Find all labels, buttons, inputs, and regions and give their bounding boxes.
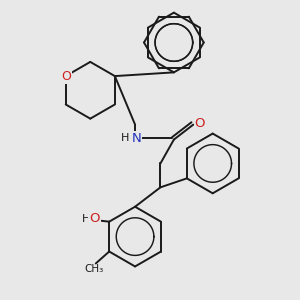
Text: O: O [61,70,70,83]
Text: H: H [82,214,90,224]
Text: N: N [132,132,141,145]
Text: CH₃: CH₃ [85,264,104,274]
Text: O: O [195,117,205,130]
Text: H: H [121,133,130,143]
Text: O: O [89,212,100,225]
